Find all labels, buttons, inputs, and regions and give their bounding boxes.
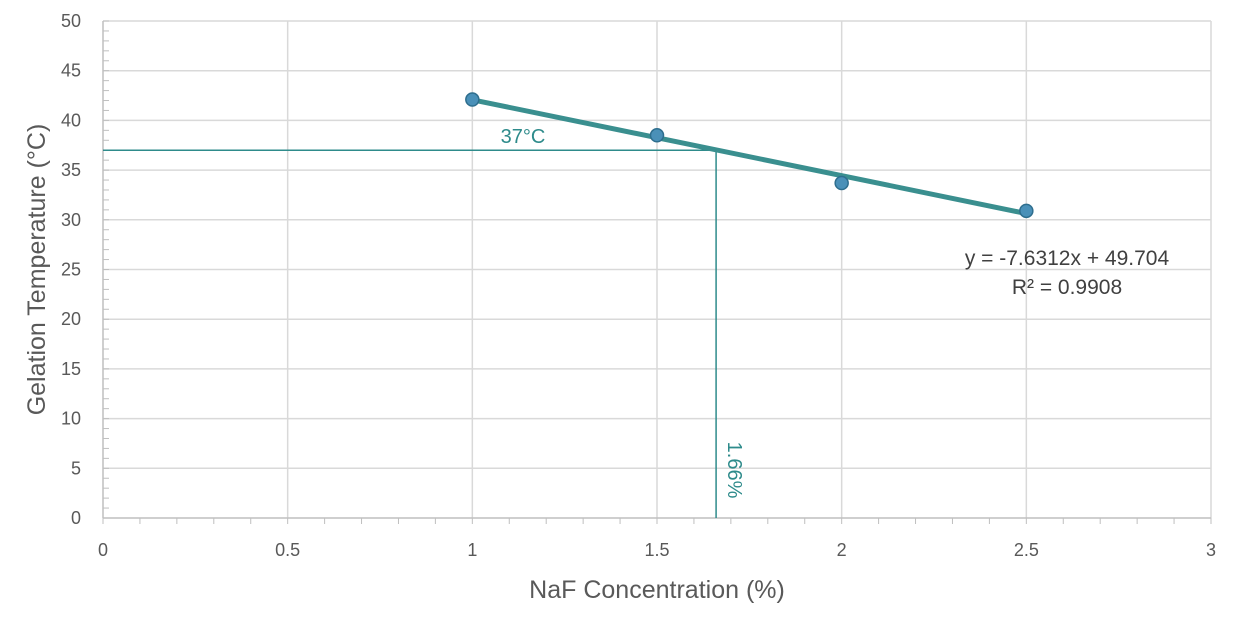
y-axis-title: Gelation Temperature (°C) bbox=[23, 124, 51, 416]
x-tick-label: 1.5 bbox=[644, 540, 669, 560]
y-tick-label: 0 bbox=[71, 508, 81, 528]
x-tick-label: 2.5 bbox=[1014, 540, 1039, 560]
y-tick-label: 35 bbox=[61, 160, 81, 180]
y-tick-label: 45 bbox=[61, 61, 81, 81]
y-tick-label: 10 bbox=[61, 409, 81, 429]
data-point bbox=[649, 128, 665, 143]
trendline-r-squared: R² = 0.9908 bbox=[1012, 276, 1122, 299]
y-tick-label: 30 bbox=[61, 210, 81, 230]
data-points bbox=[465, 92, 1034, 219]
x-axis-title: NaF Concentration (%) bbox=[529, 576, 785, 604]
x-tick-label: 0 bbox=[98, 540, 108, 560]
data-point bbox=[834, 175, 849, 191]
x-tick-label: 3 bbox=[1206, 540, 1216, 560]
temperature-reference-label: 37°C bbox=[501, 126, 546, 148]
reference-lines bbox=[103, 149, 717, 518]
axis-layer: 0 5 10 15 20 25 30 35 40 45 50 0 0.5 1 1.5 2 2.5 3 bbox=[61, 11, 1216, 560]
y-tick-label: 25 bbox=[61, 260, 81, 280]
y-tick-label: 5 bbox=[71, 458, 81, 478]
y-tick-label: 20 bbox=[61, 309, 81, 329]
data-point bbox=[1019, 203, 1034, 219]
y-tick-label: 50 bbox=[61, 11, 81, 31]
trendline-layer bbox=[469, 97, 1029, 217]
x-tick-label: 0.5 bbox=[275, 540, 300, 560]
y-tick-label: 40 bbox=[61, 110, 81, 130]
linear-trendline bbox=[469, 97, 1029, 217]
x-tick-label: 2 bbox=[837, 540, 847, 560]
x-tick-label: 1 bbox=[467, 540, 477, 560]
trendline-equation: y = -7.6312x + 49.704 bbox=[965, 247, 1170, 270]
labels-layer: NaF Concentration (%) Gelation Temperatu… bbox=[23, 124, 1169, 604]
y-tick-label: 15 bbox=[61, 359, 81, 379]
concentration-reference-label: 1.66% bbox=[723, 442, 745, 499]
data-point bbox=[465, 92, 480, 107]
